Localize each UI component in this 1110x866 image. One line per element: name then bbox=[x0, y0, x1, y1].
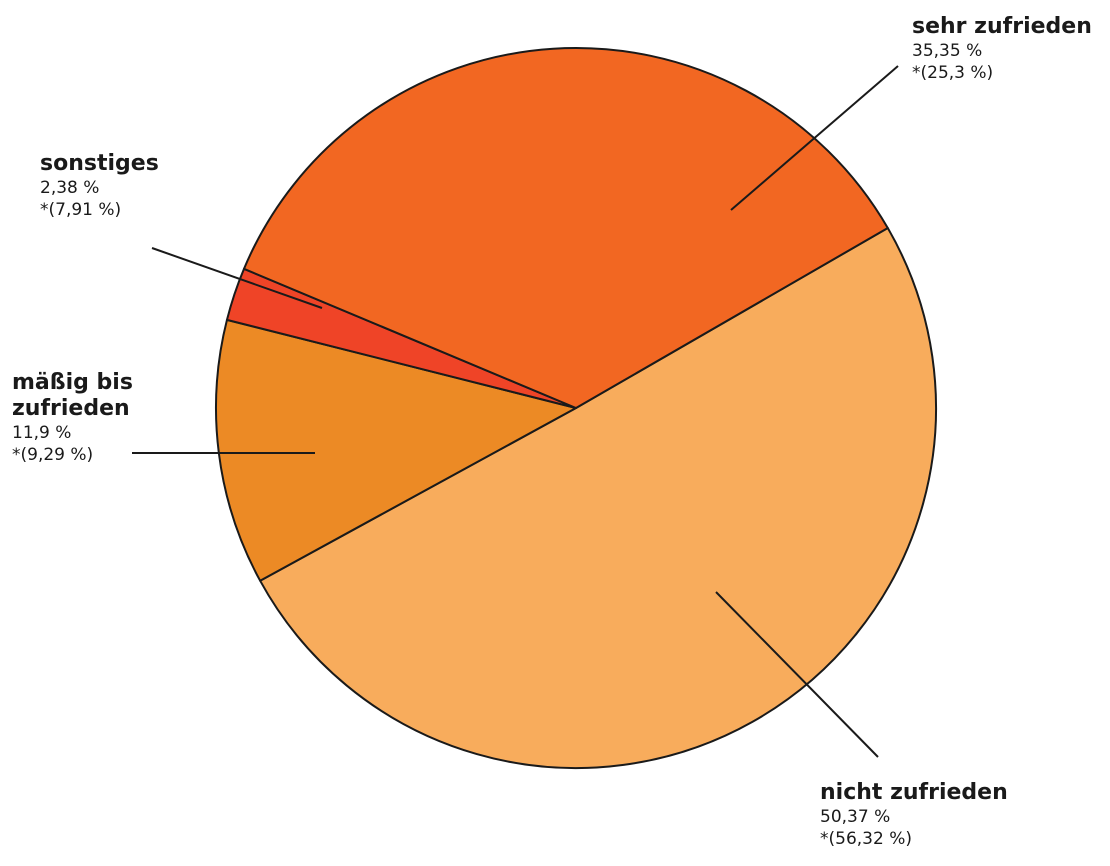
label-sonstiges-title: sonstiges bbox=[40, 151, 159, 176]
label-maessig-title-line2: zufrieden bbox=[12, 396, 130, 421]
label-nicht-zufrieden-title: nicht zufrieden bbox=[820, 780, 1008, 805]
label-maessig-bis-zufrieden: mäßig bis zufrieden 11,9 % *(9,29 %) bbox=[12, 370, 133, 466]
label-nicht-zufrieden-prev: *(56,32 %) bbox=[820, 829, 912, 849]
label-sehr-zufrieden-title: sehr zufrieden bbox=[912, 14, 1092, 39]
label-sehr-zufrieden: sehr zufrieden 35,35 % *(25,3 %) bbox=[912, 14, 1092, 84]
leader-line-sonstiges bbox=[151, 247, 323, 309]
label-sehr-zufrieden-value: 35,35 % bbox=[912, 41, 983, 61]
leader-line-sehr-zufrieden bbox=[730, 65, 899, 211]
label-maessig-value: 11,9 % bbox=[12, 423, 72, 443]
label-sehr-zufrieden-prev: *(25,3 %) bbox=[912, 63, 994, 83]
label-nicht-zufrieden: nicht zufrieden 50,37 % *(56,32 %) bbox=[820, 780, 1008, 850]
leader-line-nicht-zufrieden bbox=[715, 591, 879, 758]
pie-slice-sehr-zufrieden bbox=[242, 46, 889, 409]
label-nicht-zufrieden-value: 50,37 % bbox=[820, 807, 891, 827]
label-maessig-title-line1: mäßig bis bbox=[12, 370, 133, 395]
label-sonstiges-value: 2,38 % bbox=[40, 178, 100, 198]
pie-slice-nicht-zufrieden bbox=[259, 227, 938, 769]
label-sonstiges-prev: *(7,91 %) bbox=[40, 200, 122, 220]
label-maessig-prev: *(9,29 %) bbox=[12, 445, 94, 465]
label-sonstiges: sonstiges 2,38 % *(7,91 %) bbox=[40, 151, 159, 221]
